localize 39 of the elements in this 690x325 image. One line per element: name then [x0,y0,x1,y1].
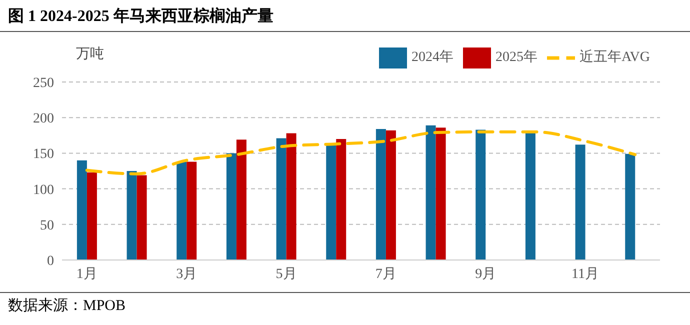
legend-label: 2024年 [411,50,454,66]
y-axis-title: 万吨 [76,46,104,63]
bar [126,171,137,260]
x-tick-label: 1月 [76,266,98,282]
bar [236,140,246,260]
source-note: 数据来源：MPOB [8,296,126,315]
x-tick-label: 7月 [375,266,396,282]
y-tick-label: 0 [47,254,54,269]
bar [286,133,296,260]
bar [186,162,197,260]
legend-label: 2025年 [495,50,538,66]
x-tick-label: 3月 [176,266,198,282]
bar [376,128,386,260]
y-tick-label: 150 [33,147,54,162]
y-tick-label: 250 [33,76,54,91]
y-tick-label: 50 [40,218,54,234]
x-tick-label: 5月 [276,266,297,282]
bar [86,172,97,260]
legend-label: 近五年AVG [579,50,650,66]
bar [136,175,147,260]
bar [276,138,286,260]
y-tick-label: 100 [33,182,54,198]
bar [336,138,346,260]
bar [76,160,87,260]
bar [476,130,486,260]
chart-title: 图 1 2024-2025 年马来西亚棕榈油产量 [8,6,274,27]
bar [575,144,586,260]
bar [326,144,336,260]
line-series [85,130,637,176]
bar [525,132,536,260]
bar [625,154,636,260]
x-tick-label: 9月 [475,266,496,282]
x-tick-label: 11月 [572,266,599,282]
bar [176,162,187,260]
bar [436,128,446,260]
bar [426,125,436,260]
bar [226,153,236,260]
bar [386,130,396,260]
y-tick-label: 200 [33,112,54,127]
